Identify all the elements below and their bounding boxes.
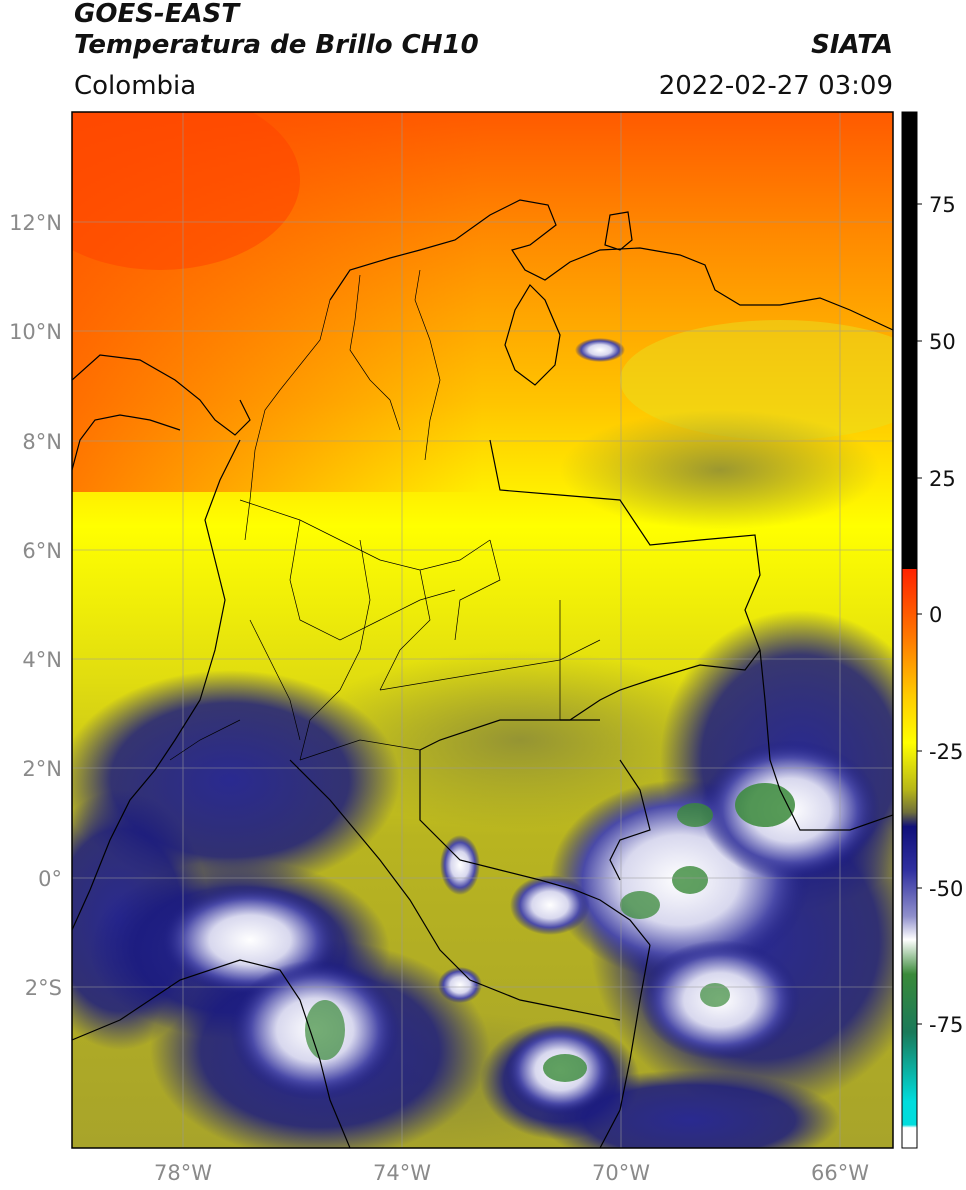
colorbar: 75 50 25 0 -25 -50 -75	[901, 111, 963, 1149]
satellite-title: GOES-EAST	[74, 0, 240, 29]
department-borders	[169, 269, 601, 761]
lat-tick: 2°N	[22, 757, 62, 781]
lon-tick: 66°W	[811, 1161, 869, 1185]
lat-tick: 6°N	[22, 539, 62, 563]
colorbar-tick: 25	[929, 467, 956, 491]
colorbar-tick: 50	[929, 330, 956, 354]
colorbar-tick: -75	[929, 1013, 963, 1037]
lat-tick: 10°N	[9, 320, 62, 344]
source-label: SIATA	[811, 30, 893, 60]
gridlines	[72, 112, 893, 1148]
colorbar-tick: 75	[929, 193, 956, 217]
region-label: Colombia	[74, 71, 197, 101]
map-frame	[71, 111, 894, 1149]
colorbar-tick: -25	[929, 740, 963, 764]
lat-tick: 0°	[38, 867, 62, 891]
lat-tick: 12°N	[9, 211, 62, 235]
lon-tick-labels: 78°W 74°W 70°W 66°W	[154, 1161, 869, 1185]
lat-tick: 2°S	[25, 976, 62, 1000]
lon-tick: 78°W	[154, 1161, 212, 1185]
lat-tick-labels: 12°N 10°N 8°N 6°N 4°N 2°N 0° 2°S	[9, 211, 62, 1000]
coastlines	[72, 199, 893, 1148]
colorbar-top-segment	[902, 112, 917, 569]
colorbar-gradient	[902, 569, 917, 1148]
colorbar-tick: 0	[929, 603, 942, 627]
lat-tick: 4°N	[22, 648, 62, 672]
colorbar-tick: -50	[929, 877, 963, 901]
lat-tick: 8°N	[22, 430, 62, 454]
product-title: Temperatura de Brillo CH10	[74, 30, 479, 60]
lon-tick: 74°W	[373, 1161, 431, 1185]
lon-tick: 70°W	[592, 1161, 650, 1185]
datetime-label: 2022-02-27 03:09	[658, 71, 893, 101]
satellite-image	[72, 112, 893, 1148]
